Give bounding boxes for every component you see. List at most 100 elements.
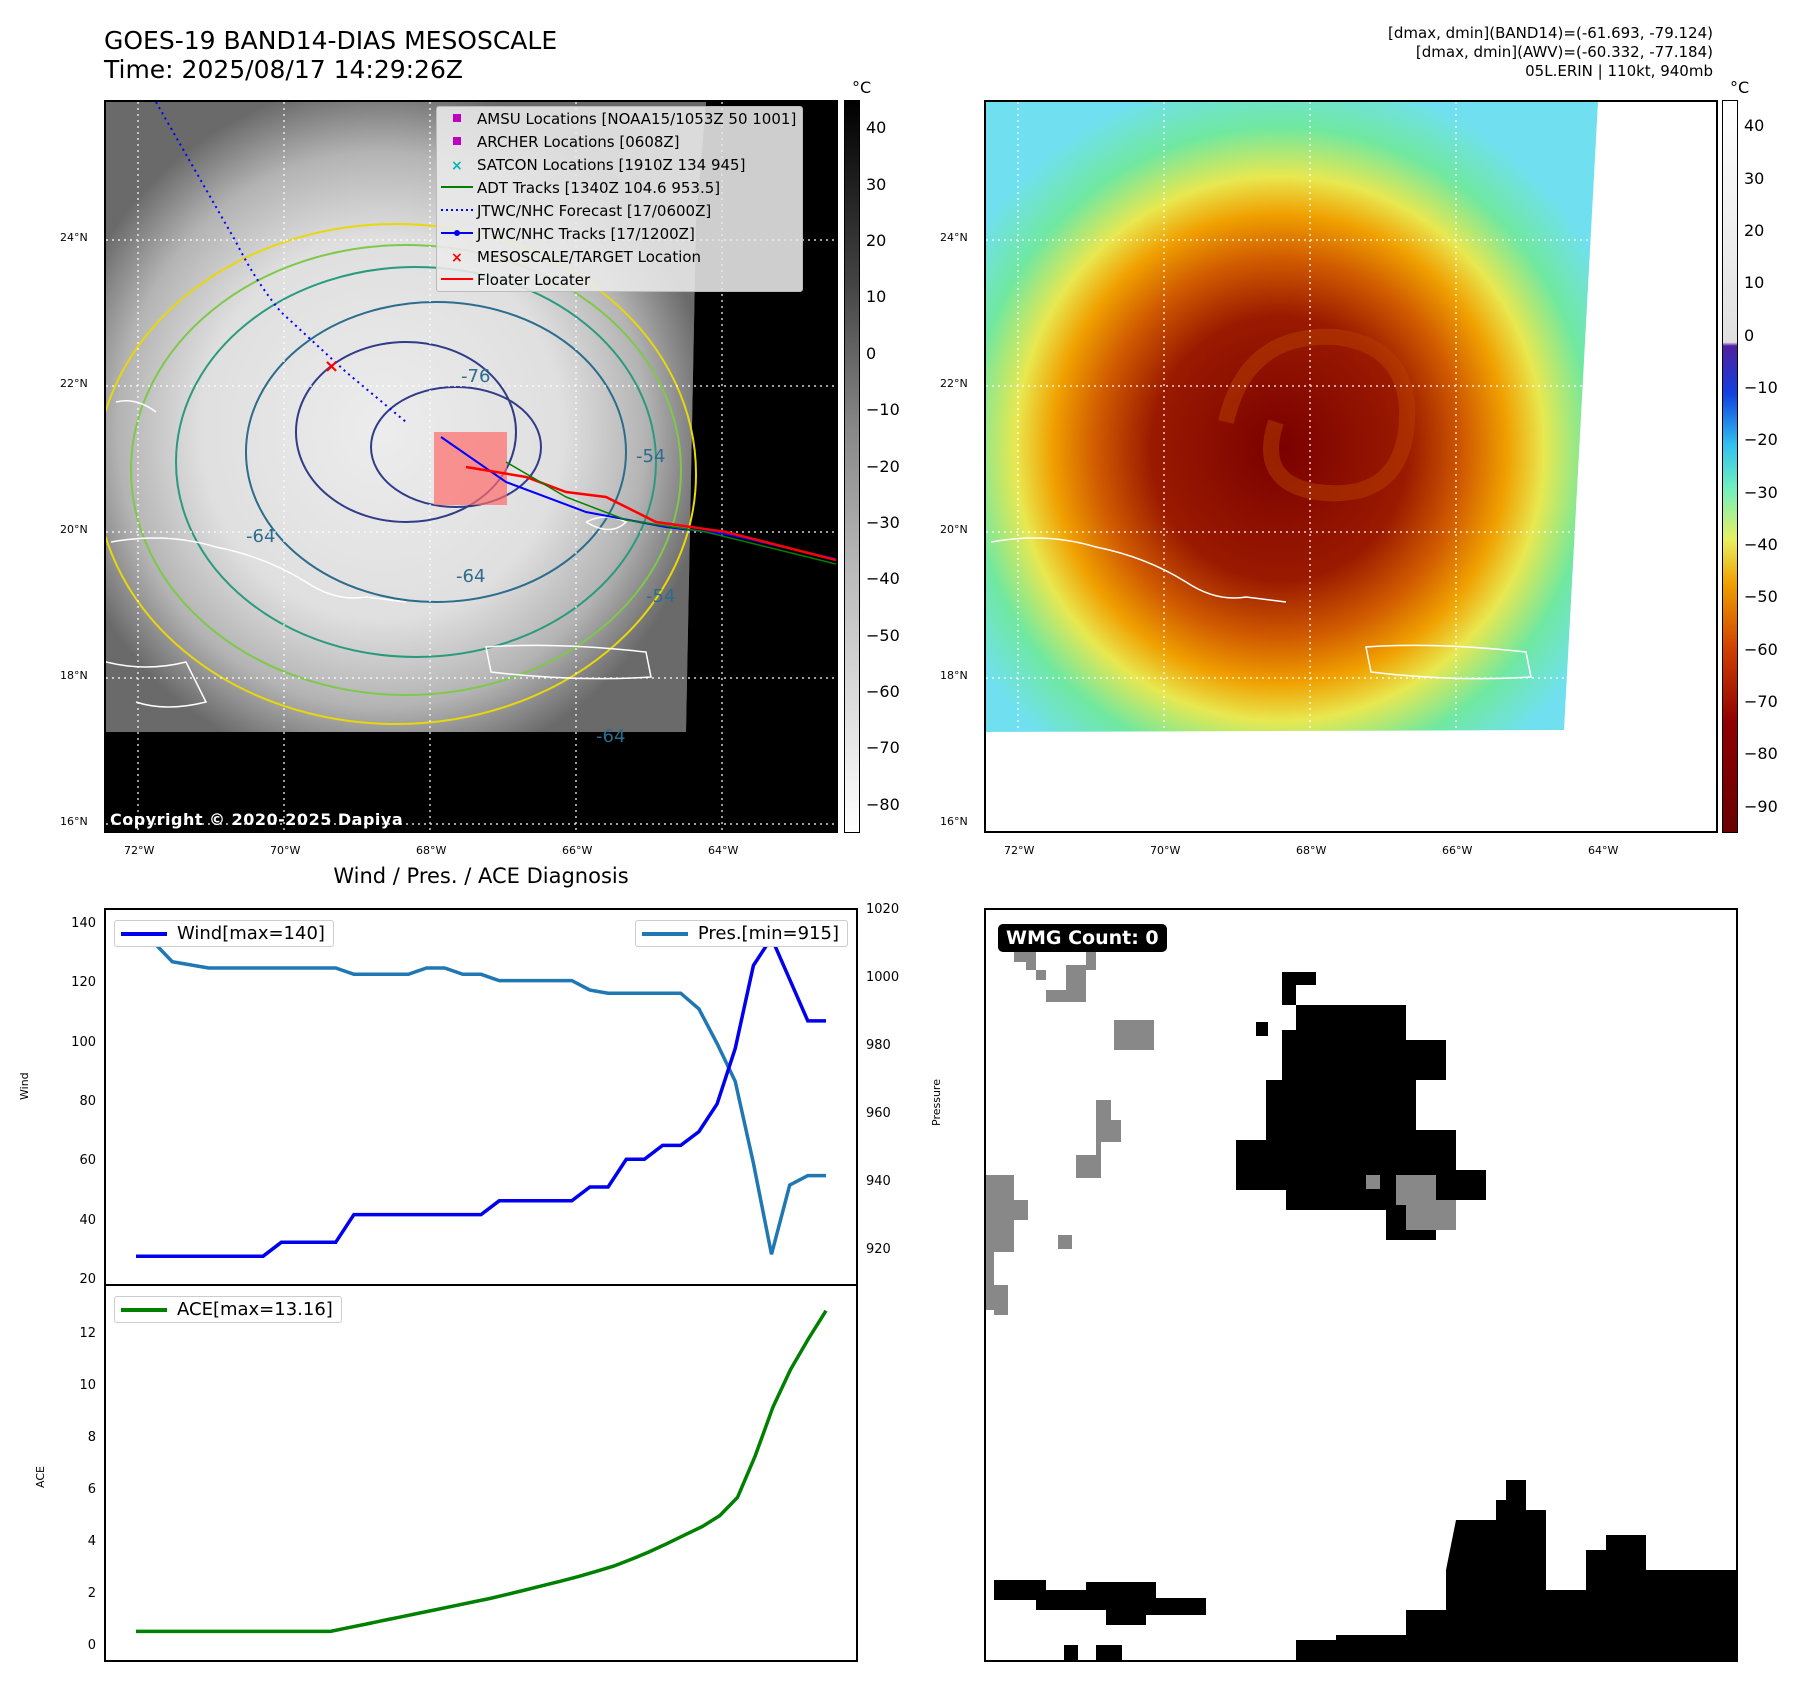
colorbar-tick-label: 10 (866, 287, 887, 307)
axis-tick-label: 10 (79, 1378, 96, 1393)
lat-label: 16°N (940, 815, 968, 828)
line-swatch-icon (437, 222, 477, 245)
axis-tick-label: 4 (87, 1534, 96, 1549)
lat-label: 16°N (60, 815, 88, 828)
contour-label: -64 (456, 566, 485, 587)
series-line (136, 1309, 828, 1634)
storm-info: [dmax, dmin](BAND14)=(-61.693, -79.124) … (1388, 24, 1713, 81)
axis-tick-label: 12 (79, 1326, 96, 1341)
svg-text:×: × (451, 158, 463, 174)
axis-tick-label: 940 (866, 1174, 891, 1189)
wind-pressure-plot (136, 934, 826, 1258)
lon-label: 68°W (1296, 844, 1327, 857)
ir-map-panel: -76 -54 -64 -64 -54 -64 × AMS (104, 100, 838, 833)
line-swatch-icon (437, 199, 477, 222)
gridlines (986, 102, 1716, 831)
colorbar-tick-label: 30 (1744, 168, 1765, 188)
wind-legend-label: Wind[max=140] (177, 923, 325, 944)
lat-label: 18°N (940, 669, 968, 682)
legend-entry: ADT Tracks [1340Z 104.6 953.5] (437, 176, 802, 199)
axis-tick-label: 140 (71, 916, 96, 931)
wind-legend-swatch (121, 931, 167, 936)
ace-chart: ACE[max=13.16] (104, 1284, 858, 1662)
legend-entry: × MESOSCALE/TARGET Location (437, 245, 802, 268)
floater-track (465, 465, 836, 562)
colorbar-tick-label: −20 (866, 456, 900, 476)
contour-label: -54 (646, 586, 675, 607)
colorbar-tick-label: −80 (1744, 744, 1778, 764)
awv-map-panel (984, 100, 1718, 833)
axis-tick-label: 1020 (866, 902, 900, 917)
x-marker-icon: × (437, 153, 477, 176)
info-line-2: [dmax, dmin](AWV)=(-60.332, -77.184) (1415, 43, 1713, 61)
square-marker-icon (437, 130, 477, 153)
lon-label: 70°W (1150, 844, 1181, 857)
legend-entry: × SATCON Locations [1910Z 134 945] (437, 153, 802, 176)
line-swatch-icon (437, 268, 477, 291)
title-line-2: Time: 2025/08/17 14:29:26Z (104, 55, 463, 84)
lon-label: 70°W (270, 844, 301, 857)
lon-label: 66°W (562, 844, 593, 857)
colorbar-tick-label: −90 (1744, 796, 1778, 816)
legend-label: JTWC/NHC Forecast [17/0600Z] (477, 201, 712, 220)
colorbar-tick-label: −40 (1744, 535, 1778, 555)
colorbar-tick-label: 40 (1744, 116, 1765, 136)
contour-label: -76 (461, 366, 490, 387)
colorbar-tick-label: −50 (866, 625, 900, 645)
contour-label: -64 (596, 726, 625, 747)
legend-label: Floater Locater (477, 270, 591, 289)
pressure-legend-swatch (641, 931, 688, 936)
ace-legend-label: ACE[max=13.16] (177, 1299, 333, 1320)
lon-label: 72°W (1004, 844, 1035, 857)
pressure-legend: Pres.[min=915] (634, 920, 848, 947)
contour-label: -64 (246, 526, 275, 547)
colorbar-tick-label: −60 (866, 682, 900, 702)
wind-pressure-chart: Wind[max=140] Pres.[min=915] (104, 908, 858, 1286)
info-line-3: 05L.ERIN | 110kt, 940mb (1525, 62, 1713, 80)
legend-label: SATCON Locations [1910Z 134 945] (477, 155, 746, 174)
coastlines (106, 400, 652, 708)
awv-map-image (986, 102, 1716, 831)
series-line (136, 941, 826, 1255)
colorbar-tick-label: −60 (1744, 639, 1778, 659)
wmg-black-cells (994, 972, 1736, 1660)
colorbar-tick-label: −10 (1744, 377, 1778, 397)
copyright-notice: Copyright © 2020-2025 Dapiya (110, 810, 404, 829)
wmg-count-badge: WMG Count: 0 (998, 924, 1167, 952)
target-marker: × (324, 356, 339, 377)
lat-label: 22°N (60, 377, 88, 390)
lat-label: 24°N (940, 231, 968, 244)
wmg-panel: WMG Count: 0 (984, 908, 1738, 1662)
svg-text:×: × (451, 250, 463, 266)
colorbar-tick-label: −30 (1744, 482, 1778, 502)
axis-tick-label: 80 (79, 1094, 96, 1109)
lon-label: 64°W (708, 844, 739, 857)
colorbar-tick-label: −30 (866, 512, 900, 532)
pressure-axis-label: Pressure (930, 1079, 943, 1126)
lon-label: 72°W (124, 844, 155, 857)
lon-label: 64°W (1588, 844, 1619, 857)
lat-label: 20°N (940, 523, 968, 536)
coastlines (990, 537, 1532, 680)
contour-labels: -76 -54 -64 -64 -54 -64 (246, 366, 675, 747)
line-swatch-icon (437, 176, 477, 199)
wmg-gray-cells (986, 950, 1456, 1315)
legend-entry: JTWC/NHC Forecast [17/0600Z] (437, 199, 802, 222)
axis-tick-label: 920 (866, 1242, 891, 1257)
axis-tick-label: 980 (866, 1038, 891, 1053)
right-colorbar-unit: °C (1730, 78, 1750, 97)
ace-legend: ACE[max=13.16] (114, 1296, 342, 1323)
colorbar-tick-label: −80 (866, 794, 900, 814)
colorbar-tick-label: 0 (866, 343, 877, 363)
x-marker-icon: × (437, 245, 477, 268)
left-colorbar-unit: °C (852, 78, 872, 97)
title-line-1: GOES-19 BAND14-DIAS MESOSCALE (104, 26, 558, 55)
wind-axis-label: Wind (18, 1072, 31, 1100)
pressure-legend-label: Pres.[min=915] (697, 923, 839, 944)
axis-tick-label: 6 (87, 1482, 96, 1497)
wmg-mask-image (986, 950, 1736, 1660)
axis-tick-label: 100 (71, 1034, 96, 1050)
info-line-1: [dmax, dmin](BAND14)=(-61.693, -79.124) (1388, 24, 1713, 42)
lat-label: 20°N (60, 523, 88, 536)
adt-track (505, 461, 836, 565)
